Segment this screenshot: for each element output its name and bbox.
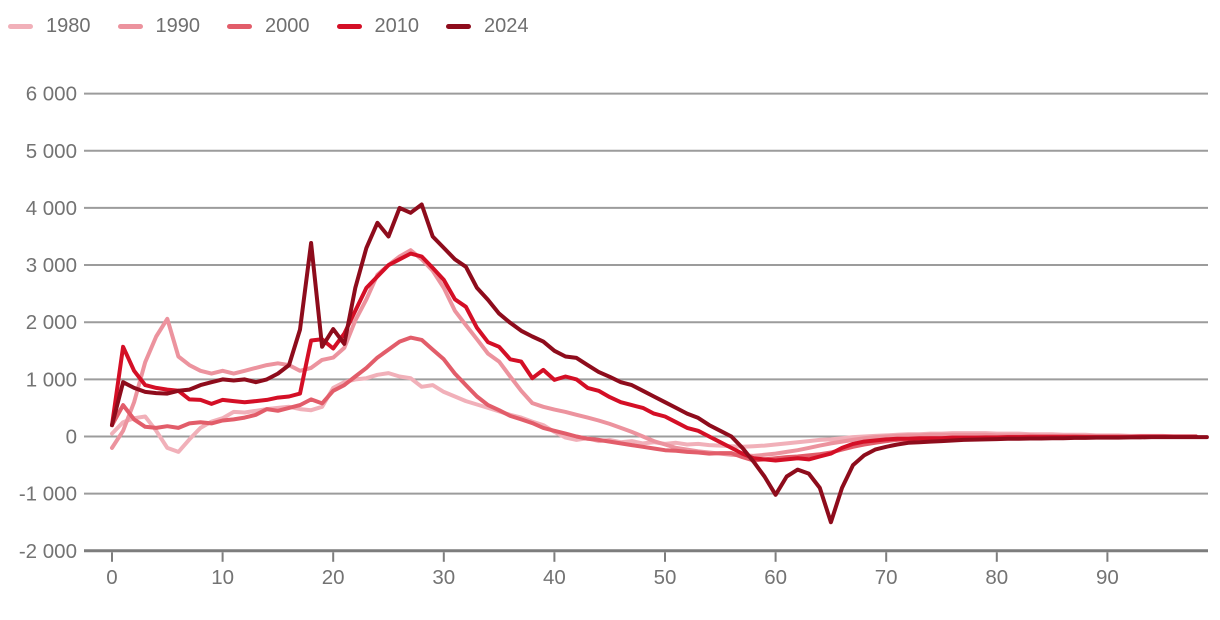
series-lines	[110, 202, 1209, 525]
y-tick-label: 4 000	[26, 197, 77, 220]
y-tick-label: -1 000	[19, 483, 77, 506]
legend-label: 1980	[46, 15, 91, 37]
y-tick-label: 5 000	[26, 140, 77, 163]
x-tick-label: 90	[1096, 566, 1119, 589]
legend-item-2024: 2024	[446, 16, 529, 36]
y-axis-labels: 6 000 5 000 4 000 3 000 2 000 1 000 0 -1 000 -2 …	[19, 83, 77, 563]
legend-item-1990: 1990	[117, 15, 201, 37]
legend-label: 2010	[374, 15, 420, 37]
legend-swatch-icon	[336, 23, 362, 29]
x-tick-label: 10	[211, 566, 234, 589]
legend-item-2000: 2000	[227, 16, 310, 36]
x-tick-label: 20	[322, 566, 345, 589]
x-tick-label: 60	[764, 566, 787, 589]
x-tick-label: 50	[654, 566, 677, 589]
x-tick-label: 40	[543, 566, 566, 589]
x-tick-label: 0	[106, 566, 117, 589]
legend-label: 2024	[484, 15, 529, 37]
x-axis-ticks: 0 10 20 30 40 50 60 70 80 90	[106, 552, 1119, 589]
y-tick-label: 3 000	[26, 254, 77, 277]
series-line-2024	[110, 202, 1209, 525]
legend-label: 1990	[155, 15, 201, 37]
x-tick-label: 80	[985, 566, 1008, 589]
y-tick-label: 1 000	[26, 368, 77, 391]
series-line-1990	[110, 248, 1198, 458]
legend-item-2010: 2010	[336, 15, 420, 37]
legend-swatch-icon	[117, 23, 143, 29]
gridlines	[84, 92, 1208, 553]
y-tick-label: 6 000	[26, 83, 77, 106]
legend-label: 2000	[265, 15, 310, 37]
legend-swatch-icon	[227, 23, 252, 29]
legend-swatch-icon	[446, 23, 471, 29]
x-tick-label: 30	[432, 566, 455, 589]
x-tick-label: 70	[875, 566, 898, 589]
y-tick-label: 2 000	[26, 311, 77, 334]
legend-item-1980: 1980	[8, 16, 91, 36]
series-line-2010	[110, 251, 1198, 463]
y-tick-label: -2 000	[19, 540, 77, 563]
legend-swatch-icon	[8, 23, 33, 29]
chart-legend: 1980 1990 2000 2010 2024	[8, 16, 529, 36]
y-tick-label: 0	[66, 426, 77, 449]
